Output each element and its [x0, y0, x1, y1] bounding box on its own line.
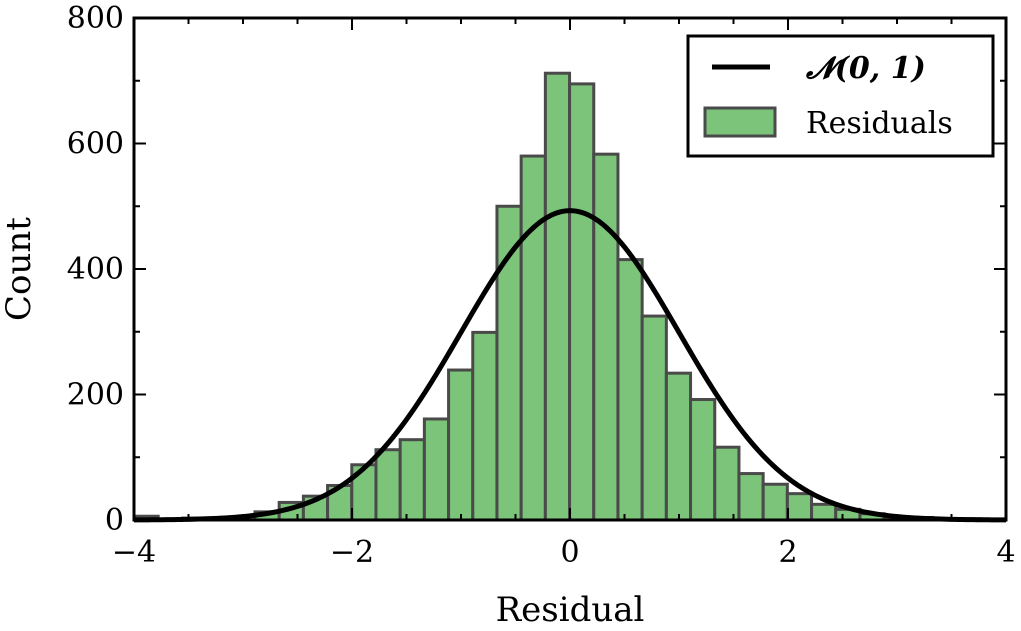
legend: 𝓝(0, 1) Residuals	[686, 34, 995, 158]
histogram-bar	[664, 371, 693, 522]
histogram-bar	[447, 368, 475, 522]
axis-ticks	[133, 17, 1007, 521]
y-axis-label: Count	[0, 217, 39, 321]
y-tick-label: 200	[67, 378, 124, 413]
y-tick-label: 0	[105, 503, 124, 538]
histogram-bar	[689, 398, 717, 522]
x-tick-label: 2	[778, 535, 797, 570]
histogram-bar	[640, 314, 668, 522]
x-axis-label: Residual	[496, 590, 645, 630]
y-tick-label: 600	[67, 127, 124, 162]
normal-curve-line	[133, 208, 1007, 523]
histogram-bar	[810, 502, 838, 522]
x-tick-label: 0	[560, 535, 579, 570]
histogram-bar	[568, 82, 596, 522]
histogram-bar	[543, 71, 572, 522]
y-tick-label: 800	[67, 1, 124, 36]
legend-bars-label: Residuals	[806, 106, 953, 141]
y-tick-label: 400	[67, 252, 124, 287]
histogram-bar	[422, 417, 451, 522]
x-tick-label: 4	[996, 535, 1015, 570]
histogram-bar	[616, 258, 644, 522]
histogram-bar	[785, 492, 814, 522]
histogram-bar	[592, 152, 620, 522]
histogram-bar	[471, 330, 499, 522]
histogram-bar	[519, 154, 547, 522]
x-tick-label: −2	[330, 535, 374, 570]
histogram-bar	[737, 472, 765, 522]
axis-tick-labels: −4 −2 0 2 4 0 200 400 600 800	[67, 1, 1016, 570]
histogram-bar	[398, 438, 426, 522]
histogram-bar	[374, 448, 402, 522]
histogram-bars	[132, 71, 1007, 522]
legend-curve-label: 𝓝(0, 1)	[805, 51, 926, 86]
x-tick-label: −4	[112, 535, 156, 570]
histogram-bar	[713, 445, 741, 522]
legend-bars-swatch	[703, 106, 777, 138]
histogram-bar	[761, 482, 789, 522]
